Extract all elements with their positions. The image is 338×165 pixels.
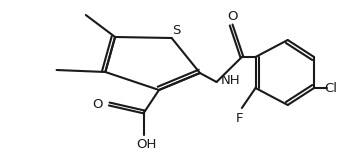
Text: S: S <box>172 23 181 36</box>
Text: F: F <box>236 112 244 125</box>
Text: O: O <box>227 11 237 23</box>
Text: Cl: Cl <box>324 82 337 95</box>
Text: NH: NH <box>220 75 240 87</box>
Text: OH: OH <box>136 138 156 151</box>
Text: O: O <box>92 98 102 111</box>
